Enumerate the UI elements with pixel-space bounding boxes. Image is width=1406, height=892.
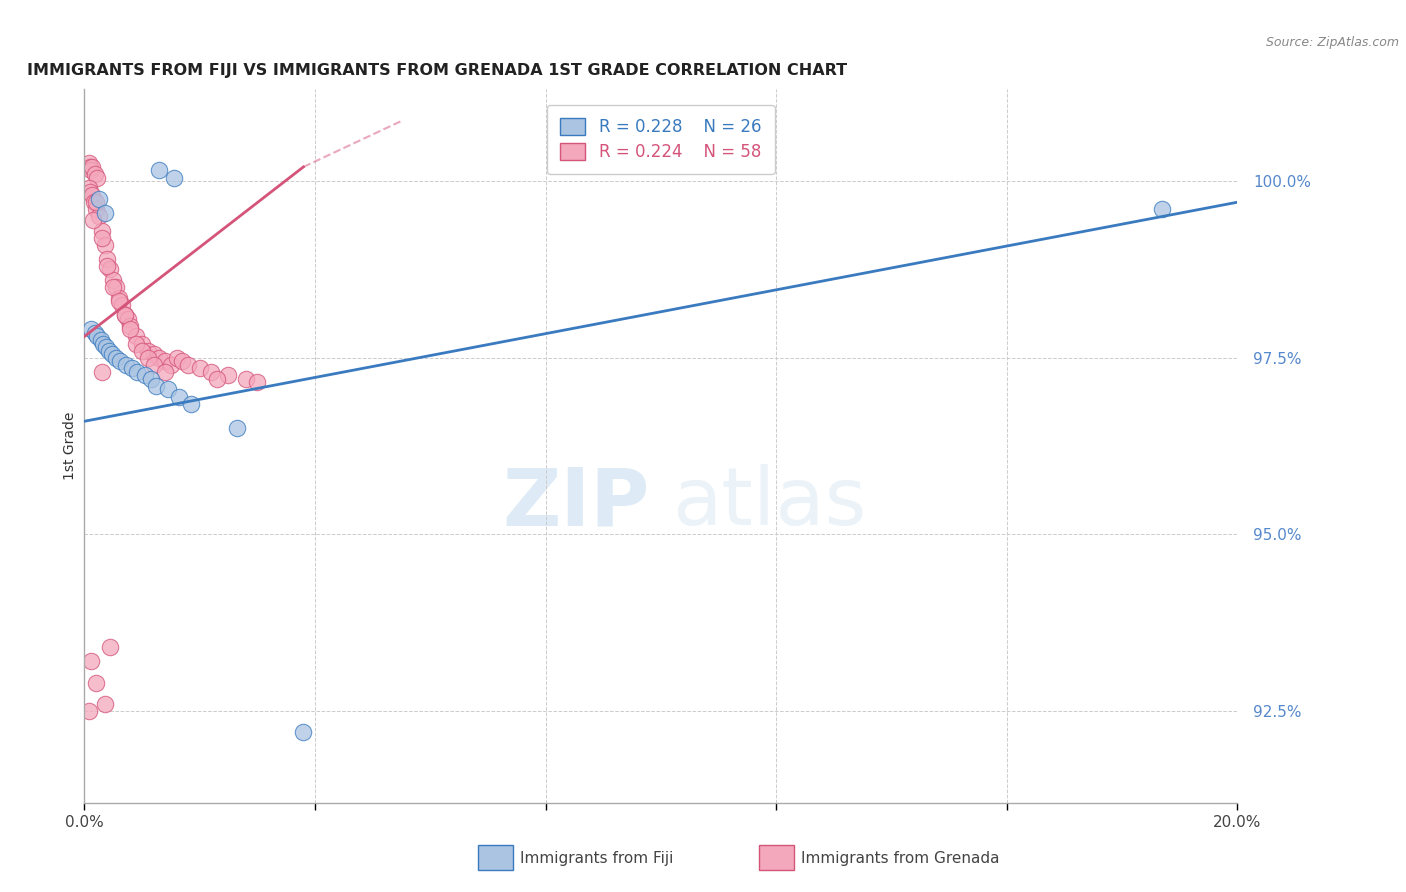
Point [96, 252, 118, 266]
Point [139, 372, 162, 386]
Point [145, 379, 167, 393]
Text: Immigrants from Grenada: Immigrants from Grenada [801, 852, 1000, 866]
Point [136, 343, 159, 358]
Point [77, 181, 100, 195]
Point [83, 326, 105, 340]
Point [117, 311, 139, 326]
Point [83, 167, 105, 181]
Point [93, 237, 115, 252]
Point [103, 273, 124, 287]
Point [108, 354, 131, 368]
Point [235, 372, 257, 386]
Point [105, 351, 128, 365]
Point [172, 354, 194, 368]
Point [77, 156, 100, 170]
Point [83, 195, 105, 210]
Point [114, 308, 136, 322]
Point [226, 421, 249, 435]
Point [97, 343, 120, 358]
Point [177, 358, 200, 372]
Point [86, 329, 108, 343]
Point [246, 376, 269, 390]
Point [156, 383, 179, 397]
Point [153, 354, 176, 368]
Point [148, 163, 170, 178]
Point [148, 351, 170, 365]
Point [111, 298, 134, 312]
Point [125, 336, 148, 351]
Legend: R = 0.228    N = 26, R = 0.224    N = 58: R = 0.228 N = 26, R = 0.224 N = 58 [547, 104, 775, 174]
Point [90, 365, 112, 379]
Point [120, 322, 142, 336]
Point [96, 259, 118, 273]
Point [93, 206, 115, 220]
Point [77, 704, 100, 718]
Text: IMMIGRANTS FROM FIJI VS IMMIGRANTS FROM GRENADA 1ST GRADE CORRELATION CHART: IMMIGRANTS FROM FIJI VS IMMIGRANTS FROM … [27, 63, 846, 78]
Point [91, 336, 114, 351]
Point [89, 333, 111, 347]
Point [120, 318, 142, 333]
Point [82, 188, 104, 202]
Point [136, 351, 159, 365]
Point [101, 347, 124, 361]
Point [82, 160, 104, 174]
Point [115, 358, 138, 372]
Point [90, 223, 112, 237]
Point [103, 280, 124, 294]
Point [205, 372, 228, 386]
Point [131, 343, 153, 358]
Point [131, 336, 153, 351]
Point [80, 322, 103, 336]
Point [96, 340, 118, 354]
Point [121, 361, 143, 376]
Point [142, 347, 165, 361]
Point [79, 160, 101, 174]
Point [125, 329, 148, 343]
Point [84, 202, 107, 217]
Point [86, 170, 108, 185]
Text: Source: ZipAtlas.com: Source: ZipAtlas.com [1265, 36, 1399, 49]
Point [127, 365, 149, 379]
Text: atlas: atlas [672, 464, 866, 542]
Point [84, 195, 107, 210]
Point [180, 396, 202, 410]
Point [169, 390, 191, 404]
Point [93, 697, 115, 711]
Point [188, 361, 211, 376]
Point [200, 365, 222, 379]
Point [108, 291, 131, 305]
Y-axis label: 1st Grade: 1st Grade [63, 412, 77, 480]
Point [98, 640, 121, 655]
Point [218, 368, 240, 383]
Point [153, 365, 176, 379]
Point [1152, 202, 1174, 217]
Point [87, 192, 110, 206]
Point [166, 351, 188, 365]
Point [163, 170, 186, 185]
Point [87, 210, 110, 224]
Point [80, 163, 103, 178]
Point [142, 358, 165, 372]
Point [160, 358, 183, 372]
Point [292, 725, 315, 739]
Point [84, 675, 107, 690]
Point [114, 308, 136, 322]
Point [79, 185, 101, 199]
Point [134, 368, 156, 383]
Point [98, 262, 121, 277]
Point [80, 655, 103, 669]
Point [105, 280, 128, 294]
Point [82, 213, 104, 227]
Text: ZIP: ZIP [502, 464, 650, 542]
Text: Immigrants from Fiji: Immigrants from Fiji [520, 852, 673, 866]
Point [90, 230, 112, 244]
Point [108, 294, 131, 309]
